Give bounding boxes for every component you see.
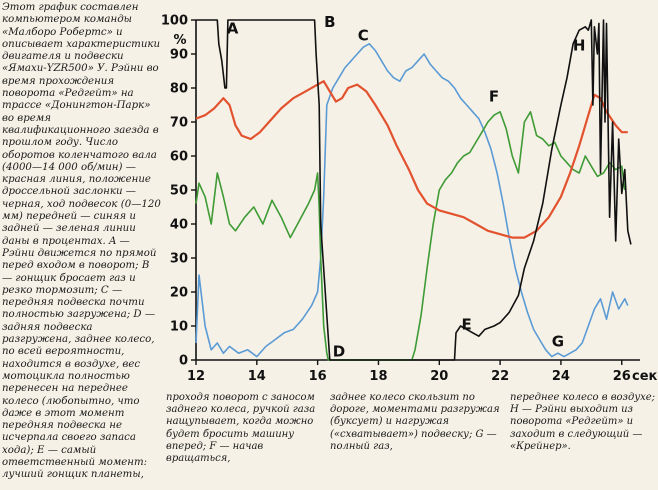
series-line-rear <box>195 111 626 361</box>
annotation-group: A B C D E F G H <box>227 13 586 361</box>
x-tick-label: 26 <box>613 369 631 384</box>
annotation-C: C <box>358 26 369 44</box>
x-tick-group: 12 14 16 18 20 22 24 26 <box>187 360 631 384</box>
annotation-D: D <box>333 343 345 361</box>
y-tick-group: 0 10 20 30 40 50 60 70 80 90 100 <box>161 14 196 369</box>
y-tick-label: 10 <box>170 320 188 335</box>
x-tick-label: 14 <box>248 369 266 384</box>
annotation-F: F <box>489 88 499 106</box>
annotation-H: H <box>573 37 586 55</box>
series-line-throttle <box>196 19 632 361</box>
y-tick-label: 20 <box>170 286 188 301</box>
y-tick-label: 80 <box>170 82 188 97</box>
telemetry-chart: % сек 0 10 20 30 40 50 60 70 80 90 100 12 14 16 18 20 2… <box>161 13 658 384</box>
y-tick-label: 30 <box>170 252 188 267</box>
series-line-rpm <box>195 80 628 239</box>
bottom-caption-2: заднее колесо скользит по дороге, момент… <box>330 392 500 452</box>
series-line-front <box>195 42 629 358</box>
y-tick-label: 100 <box>161 14 188 29</box>
bottom-caption-1: проходя поворот с заносом заднего колеса… <box>166 392 316 465</box>
y-axis-unit: % <box>173 33 186 48</box>
y-tick-label: 60 <box>170 150 188 165</box>
x-tick-label: 18 <box>369 369 387 384</box>
y-tick-label: 0 <box>179 354 188 369</box>
x-tick-label: 16 <box>309 369 327 384</box>
annotation-A: A <box>227 20 239 38</box>
y-tick-label: 70 <box>170 116 188 131</box>
x-tick-label: 12 <box>187 369 205 384</box>
annotation-E: E <box>462 315 472 333</box>
left-caption: Этот график составлен компьютером команд… <box>2 2 161 481</box>
annotation-G: G <box>552 332 564 350</box>
x-axis-unit: сек <box>632 369 658 384</box>
y-tick-label: 40 <box>170 218 188 233</box>
y-tick-label: 50 <box>170 184 188 199</box>
x-tick-label: 20 <box>430 369 448 384</box>
bottom-caption-3: переднее колесо в воздухе; H — Рэйни вых… <box>510 392 656 452</box>
x-tick-label: 24 <box>552 369 570 384</box>
x-tick-label: 22 <box>491 369 509 384</box>
annotation-B: B <box>324 13 335 31</box>
y-tick-label: 90 <box>170 48 188 63</box>
series-group <box>195 19 632 361</box>
